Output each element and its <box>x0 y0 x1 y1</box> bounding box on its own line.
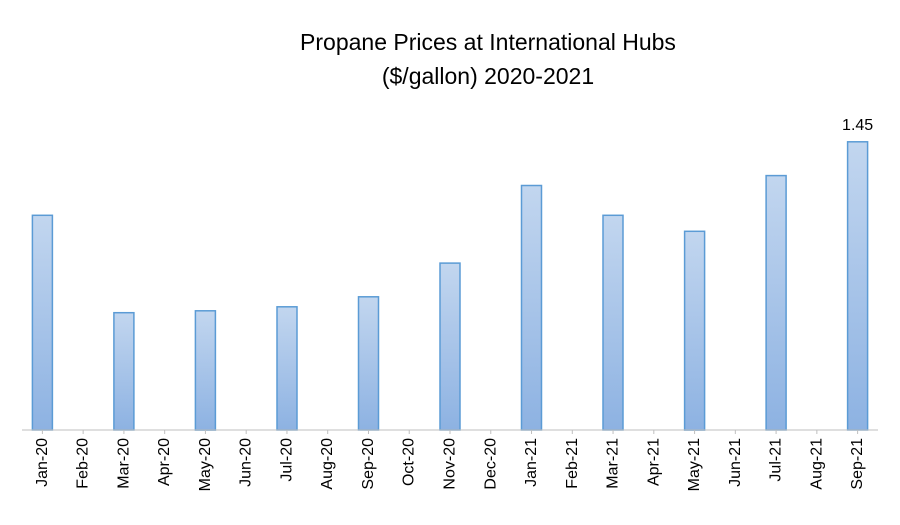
data-labels: 1.45 <box>842 117 873 134</box>
x-tick-label: Apr-21 <box>645 438 662 486</box>
x-tick-label: Aug-20 <box>319 438 336 490</box>
x-tick-label: Jul-20 <box>278 438 295 482</box>
x-tick-label: Sep-21 <box>849 438 866 490</box>
bar-series <box>31 141 869 431</box>
x-tick-label: Jun-20 <box>238 438 255 487</box>
data-label: 1.45 <box>842 117 873 134</box>
x-tick-label: Nov-20 <box>442 438 459 490</box>
bar-jan-20 <box>31 214 54 431</box>
chart-title: Propane Prices at International Hubs <box>300 29 676 55</box>
bar-sep-21 <box>846 141 869 431</box>
x-tick-label: Jun-21 <box>727 438 744 487</box>
x-axis-tick-labels: Jan-20 Feb-20 Mar-20 Apr-20 May-20 Jun-20 Jul-… <box>34 430 866 491</box>
x-tick-label: Mar-21 <box>605 438 622 489</box>
bar-jul-20 <box>276 306 298 431</box>
x-tick-label: Aug-21 <box>808 438 825 490</box>
bar-jul-21 <box>765 174 787 431</box>
x-tick-label: Jan-20 <box>34 438 51 487</box>
x-tick-label: May-20 <box>197 438 214 491</box>
bar-mar-21 <box>602 214 624 431</box>
bar-sep-20 <box>357 296 380 431</box>
chart-subtitle: ($/gallon) 2020-2021 <box>382 63 594 89</box>
bar-mar-20 <box>113 311 135 431</box>
x-tick-label: Mar-20 <box>115 438 132 489</box>
x-tick-label: Apr-20 <box>156 438 173 486</box>
x-tick-label: Sep-20 <box>360 438 377 490</box>
x-tick-label: Dec-20 <box>482 438 499 490</box>
bar-nov-20 <box>439 262 461 431</box>
x-tick-label: Jul-21 <box>768 438 785 482</box>
x-tick-label: Feb-21 <box>564 438 581 489</box>
bar-may-21 <box>683 230 706 431</box>
x-tick-label: May-21 <box>686 438 703 491</box>
x-tick-label: Oct-20 <box>401 438 418 486</box>
bar-may-20 <box>194 310 217 431</box>
x-tick-label: Jan-21 <box>523 438 540 487</box>
x-tick-label: Feb-20 <box>75 438 92 489</box>
bar-jan-21 <box>520 184 543 431</box>
